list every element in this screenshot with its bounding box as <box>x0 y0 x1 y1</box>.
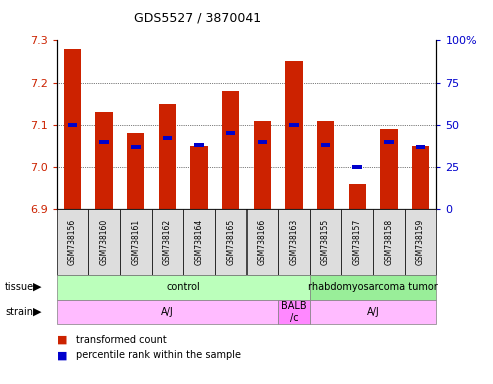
Bar <box>352 165 362 169</box>
Bar <box>100 140 109 144</box>
Text: ▶: ▶ <box>33 307 41 317</box>
Bar <box>194 143 204 147</box>
Text: GSM738163: GSM738163 <box>289 219 298 265</box>
Bar <box>226 131 236 135</box>
Bar <box>285 61 303 209</box>
Bar <box>64 49 81 209</box>
Bar <box>159 104 176 209</box>
Text: GSM738155: GSM738155 <box>321 219 330 265</box>
Text: transformed count: transformed count <box>76 335 167 345</box>
Text: control: control <box>166 282 200 292</box>
Bar <box>380 129 397 209</box>
Text: GSM738157: GSM738157 <box>352 219 362 265</box>
Bar <box>96 112 113 209</box>
Text: A/J: A/J <box>367 307 380 317</box>
Text: ▶: ▶ <box>33 282 41 292</box>
Bar <box>416 145 425 149</box>
Text: GSM738161: GSM738161 <box>131 219 141 265</box>
Text: GSM738166: GSM738166 <box>258 219 267 265</box>
Bar <box>412 146 429 209</box>
Text: GSM738165: GSM738165 <box>226 219 235 265</box>
Text: BALB
/c: BALB /c <box>281 301 307 323</box>
Bar <box>190 146 208 209</box>
Text: GSM738164: GSM738164 <box>195 219 204 265</box>
Bar <box>253 121 271 209</box>
Text: GDS5527 / 3870041: GDS5527 / 3870041 <box>134 12 261 25</box>
Text: GSM738160: GSM738160 <box>100 219 108 265</box>
Text: GSM738156: GSM738156 <box>68 219 77 265</box>
Bar <box>289 123 299 127</box>
Text: ■: ■ <box>57 350 67 360</box>
Bar <box>321 143 330 147</box>
Bar <box>257 140 267 144</box>
Text: GSM738159: GSM738159 <box>416 219 425 265</box>
Text: A/J: A/J <box>161 307 174 317</box>
Text: percentile rank within the sample: percentile rank within the sample <box>76 350 242 360</box>
Bar <box>68 123 77 127</box>
Bar <box>317 121 334 209</box>
Text: rhabdomyosarcoma tumor: rhabdomyosarcoma tumor <box>308 282 438 292</box>
Text: tissue: tissue <box>5 282 34 292</box>
Text: ■: ■ <box>57 335 67 345</box>
Bar <box>131 145 141 149</box>
Text: GSM738162: GSM738162 <box>163 219 172 265</box>
Text: GSM738158: GSM738158 <box>385 219 393 265</box>
Bar <box>127 133 144 209</box>
Bar <box>222 91 240 209</box>
Bar <box>163 136 172 140</box>
Bar <box>384 140 393 144</box>
Text: strain: strain <box>5 307 33 317</box>
Bar <box>349 184 366 209</box>
